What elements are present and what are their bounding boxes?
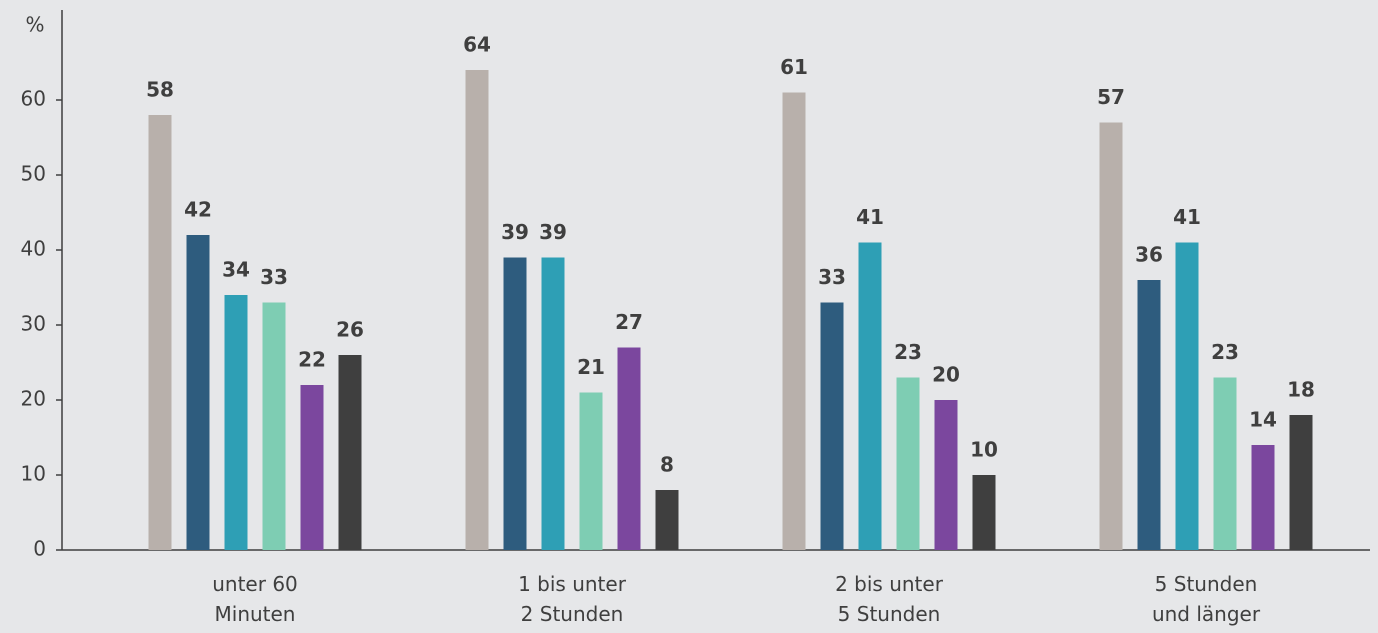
value-label: 57 (1097, 85, 1125, 109)
x-tick-label-line: 2 bis unter (835, 572, 944, 596)
y-tick-label: 40 (21, 237, 46, 261)
y-tick-label: 50 (21, 162, 46, 186)
x-tick-label: 2 bis unter 5 Stunden (835, 572, 944, 626)
x-tick-label-line: und länger (1152, 602, 1261, 626)
bar (224, 295, 248, 550)
value-label: 64 (463, 33, 491, 57)
y-tick-label: 10 (21, 462, 46, 486)
value-label: 20 (932, 363, 960, 387)
y-tick-label: 0 (33, 537, 46, 561)
bar (1175, 242, 1199, 550)
value-label: 10 (970, 438, 998, 462)
x-tick-label: unter 60 Minuten (212, 572, 298, 626)
y-tick-label: 20 (21, 387, 46, 411)
value-label: 34 (222, 258, 250, 282)
bar (503, 257, 527, 550)
bar (541, 257, 565, 550)
x-tick-label-line: 2 Stunden (521, 602, 624, 626)
x-tick-label-line: 5 Stunden (1155, 572, 1258, 596)
bar (465, 70, 489, 550)
value-label: 23 (1211, 340, 1239, 364)
value-label: 14 (1249, 408, 1277, 432)
bar (1099, 122, 1123, 550)
value-label: 23 (894, 340, 922, 364)
y-axis-label: % (25, 13, 44, 37)
value-label: 8 (660, 453, 674, 477)
bar (617, 347, 641, 550)
x-tick-label-line: 5 Stunden (838, 602, 941, 626)
bar (300, 385, 324, 550)
x-tick-label-line: 1 bis unter (518, 572, 627, 596)
bar (338, 355, 362, 550)
value-label: 61 (780, 55, 808, 79)
x-tick-label: 5 Stunden und länger (1152, 572, 1261, 626)
bar (1251, 445, 1275, 550)
bar (858, 242, 882, 550)
value-label: 18 (1287, 378, 1315, 402)
value-label: 42 (184, 198, 212, 222)
value-label: 58 (146, 78, 174, 102)
value-label: 26 (336, 318, 364, 342)
value-label: 33 (260, 265, 288, 289)
value-label: 33 (818, 265, 846, 289)
x-tick-label-line: Minuten (215, 602, 296, 626)
bar (186, 235, 210, 550)
value-label: 27 (615, 310, 643, 334)
value-label: 39 (501, 220, 529, 244)
bar (579, 392, 603, 550)
bar (896, 377, 920, 550)
y-tick-label: 30 (21, 312, 46, 336)
value-label: 36 (1135, 243, 1163, 267)
bar (972, 475, 996, 550)
value-label: 41 (1173, 205, 1201, 229)
bar (1289, 415, 1313, 550)
bar (782, 92, 806, 550)
bar (934, 400, 958, 550)
bar (820, 302, 844, 550)
value-label: 39 (539, 220, 567, 244)
value-label: 22 (298, 348, 326, 372)
y-tick-label: 60 (21, 87, 46, 111)
value-label: 21 (577, 355, 605, 379)
x-tick-label: 1 bis unter 2 Stunden (518, 572, 627, 626)
bar (655, 490, 679, 550)
value-label: 41 (856, 205, 884, 229)
bar (1213, 377, 1237, 550)
bar (1137, 280, 1161, 550)
x-tick-label-line: unter 60 (212, 572, 298, 596)
bar (262, 302, 286, 550)
bar (148, 115, 172, 550)
